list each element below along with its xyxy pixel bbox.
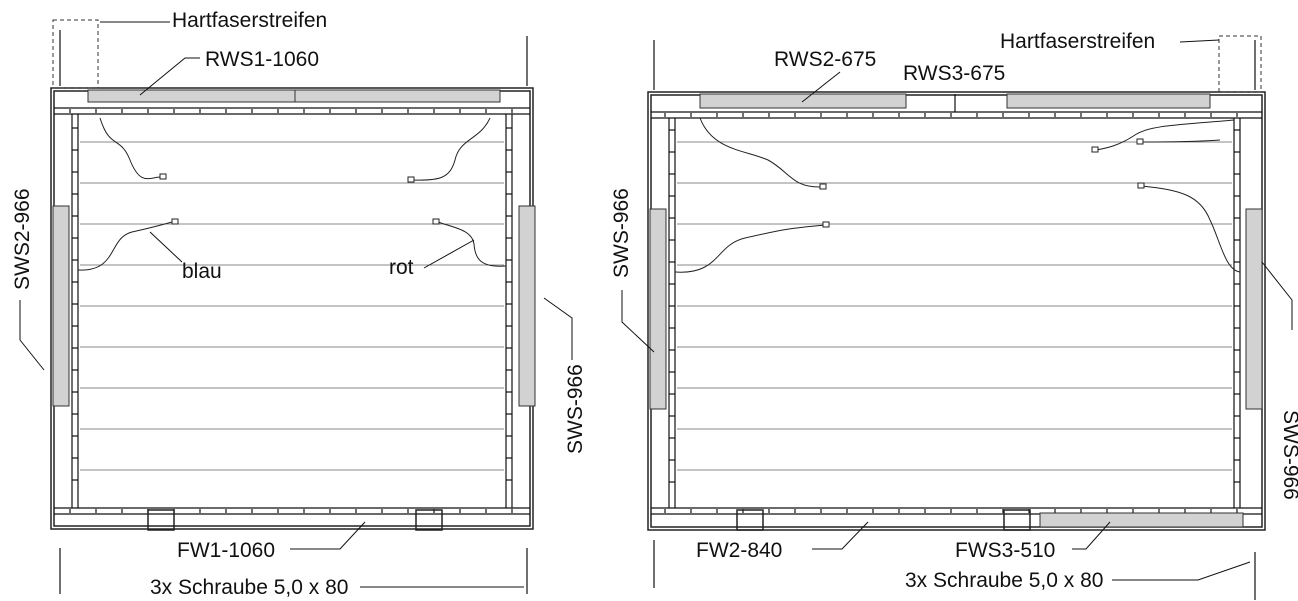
- left-bottom-block-b: [415, 509, 443, 531]
- right-wire-mid-right: [1141, 185, 1241, 273]
- left-fw1-leader: [290, 521, 366, 550]
- left-wire-blau: [77, 221, 173, 271]
- right-hartfaser-leader: [1179, 39, 1220, 43]
- right-wire-top-left: [699, 117, 823, 188]
- right-fw2-leader: [812, 521, 869, 550]
- right-bottom-block-b: [1003, 509, 1031, 531]
- right-fws3-panel: [1039, 512, 1244, 528]
- right-hartfaser-label: Hartfaserstreifen: [1000, 30, 1155, 53]
- left-hartfaser-strip: [52, 19, 99, 89]
- left-blau-leader: [149, 231, 183, 263]
- wire-plug: [432, 218, 440, 225]
- left-sws-leader: [543, 297, 573, 360]
- right-wire-top-right-b: [1139, 139, 1221, 143]
- left-outer-frame: [50, 87, 534, 530]
- left-wire-rot: [437, 221, 507, 267]
- left-sws2-panel: [52, 205, 70, 407]
- right-schraube-label: 3x Schraube 5,0 x 80: [905, 569, 1103, 592]
- right-bottom-block-a: [736, 509, 764, 531]
- left-rws1-label: RWS1-1060: [205, 48, 319, 71]
- right-rws2-leader: [801, 71, 841, 103]
- left-fw1-label: FW1-1060: [177, 539, 275, 562]
- right-fws3-label: FWS3-510: [955, 539, 1055, 562]
- left-rot-label: rot: [389, 256, 414, 279]
- wire-plug: [171, 218, 179, 225]
- left-sws2-label: SWS2-966: [11, 188, 34, 290]
- right-outer-frame: [647, 91, 1266, 531]
- left-floor-unit: [19, 19, 573, 594]
- left-sws2-leader: [19, 300, 45, 371]
- right-floor-unit: [621, 35, 1293, 600]
- wire-plug: [1137, 182, 1145, 189]
- left-blau-label: blau: [182, 260, 222, 283]
- left-rws1-panel-a: [87, 89, 296, 103]
- right-sws-right-panel: [1245, 208, 1263, 410]
- right-rws3-panel: [1006, 93, 1211, 109]
- right-sws-right-label: SWS-966: [1279, 410, 1298, 500]
- wire-plug: [822, 221, 830, 228]
- left-floor-boards: [69, 109, 513, 513]
- wire-plug: [819, 183, 827, 190]
- right-fw2-label: FW2-840: [696, 539, 782, 562]
- left-rws1-leader: [139, 57, 200, 96]
- right-floor-boards: [664, 113, 1240, 513]
- wire-plug: [1091, 146, 1099, 153]
- right-fws3-leader: [1072, 521, 1111, 550]
- left-wire-top-left: [99, 117, 161, 180]
- left-sws-panel: [518, 205, 536, 407]
- left-hartfaser-label: Hartfaserstreifen: [172, 9, 327, 32]
- right-schraube-leader: [1112, 561, 1251, 581]
- right-sws-left-panel: [649, 208, 667, 410]
- right-inner-frame: [650, 94, 1263, 528]
- left-sws-label: SWS-966: [564, 364, 587, 454]
- left-rot-leader: [423, 239, 475, 269]
- right-rws2-label: RWS2-675: [774, 48, 876, 71]
- left-inner-frame: [53, 90, 531, 527]
- left-bottom-block-a: [147, 509, 175, 531]
- wire-plug: [1136, 138, 1144, 145]
- right-sws-left-label: SWS-966: [610, 188, 633, 278]
- right-rws3-label: RWS3-675: [903, 62, 1005, 85]
- right-wire-top-right-a: [1095, 119, 1235, 151]
- left-schraube-label: 3x Schraube 5,0 x 80: [150, 576, 348, 599]
- wire-plug: [407, 176, 415, 183]
- left-rws1-panel-b: [294, 89, 501, 103]
- right-wire-mid-left: [674, 224, 827, 273]
- right-sws-right-leader: [1261, 261, 1293, 330]
- left-wire-top-right: [411, 117, 491, 181]
- wire-plug: [159, 173, 167, 180]
- right-sws-left-leader: [621, 290, 655, 353]
- right-hartfaser-strip: [1218, 35, 1262, 93]
